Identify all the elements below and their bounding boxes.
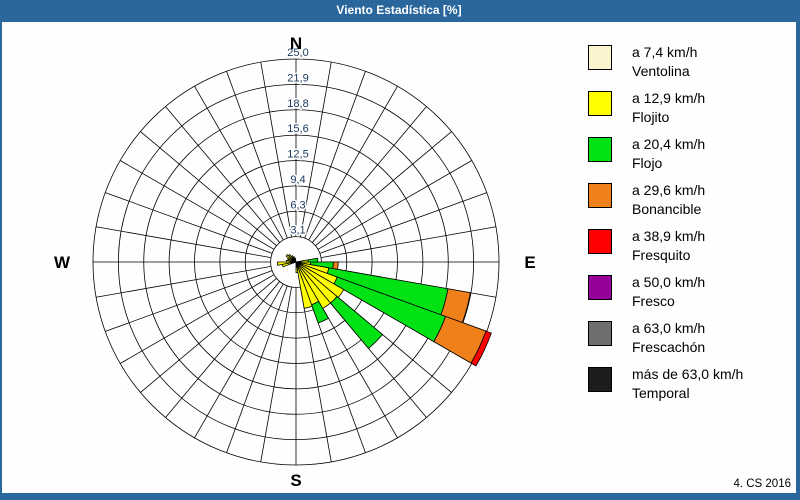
ring-label: 12,5 [287,149,308,161]
windrose-petal [295,261,332,309]
grid-spoke [140,278,277,393]
legend-item-temporal[interactable]: más de 63,0 km/h Temporal [588,365,788,403]
legend-color-swatch [588,137,612,162]
windrose-petal [295,261,313,309]
ring-label: 15,6 [287,123,308,135]
window-titlebar[interactable]: Viento Estadística [%] [2,0,796,22]
legend-item-flojito[interactable]: a 12,9 km/h Flojito [588,89,788,127]
legend-item-fresquito[interactable]: a 38,9 km/h Fresquito [588,227,788,265]
ring-labels: 3,1 6,3 9,4 12,5 15,6 18,8 21,9 25,0 [286,46,310,239]
legend-class-name: Flojo [632,155,663,171]
grid-spoke [308,85,398,241]
legend-speed-label: a 38,9 km/h [632,228,706,244]
legend-class-name: Fresquito [632,247,691,263]
legend-speed-label: más de 63,0 km/h [632,366,744,382]
legend-item-ventolina[interactable]: a 7,4 km/h Ventolina [588,43,788,81]
grid-spoke [226,71,288,239]
windrose-petal [332,261,339,270]
grid-spoke [317,160,473,250]
grid-spoke [165,281,280,418]
ring-label: 21,9 [287,72,308,84]
grid-spoke [300,62,332,238]
windrose-petal [440,288,471,324]
legend-speed-label: a 29,6 km/h [632,182,706,198]
grid-spoke [165,106,280,243]
legend-speed-label: a 7,4 km/h [632,44,698,60]
grid-spoke [226,285,288,453]
grid-spoke [119,274,275,364]
windrose-petal [295,261,345,299]
ring-label: 18,8 [287,98,308,110]
ring-label: 3,1 [290,225,305,237]
legend-color-swatch [588,321,612,346]
windrose-petal [287,258,297,263]
compass-label-south: S [290,471,301,490]
legend-item-frescachón[interactable]: a 63,0 km/h Frescachón [588,319,788,357]
windrose-petal [294,257,297,263]
grid-spoke [304,71,366,239]
legend-class-name: Flojito [632,109,670,125]
legend-class-name: Bonancible [632,201,702,217]
grid-spoke [312,106,427,243]
legend-item-fresco[interactable]: a 50,0 km/h Fresco [588,273,788,311]
grid-spoke [300,286,332,462]
legend-class-name: Fresco [632,293,675,309]
grid-spoke [319,192,487,254]
grid-spoke [194,283,284,439]
legend-color-swatch [588,183,612,208]
compass-label-east: E [524,253,535,272]
credit-text: 4. CS 2016 [733,478,791,490]
legend-speed-label: a 12,9 km/h [632,90,706,106]
windrose-petal [311,300,330,324]
compass-label-north: N [290,34,302,53]
windrose-petal [295,259,309,263]
compass-label-west: W [54,253,71,272]
grid-spoke [260,286,292,462]
grid-spoke [119,160,275,250]
legend-color-swatch [588,91,612,116]
window-title: Viento Estadística [%] [336,3,462,17]
window-content: 3,1 6,3 9,4 12,5 15,6 18,8 21,9 25,0 N E S W a 7,4 … [2,22,796,493]
grid-spoke [320,226,496,258]
legend-color-swatch [588,275,612,300]
windrose-petal [295,261,299,273]
legend-speed-label: a 20,4 km/h [632,136,706,152]
grid-spoke [105,192,273,254]
ring-label: 6,3 [290,199,305,211]
windrose-petal [329,295,384,350]
legend-class-name: Ventolina [632,63,690,79]
ring-label: 25,0 [287,47,308,59]
windrose-petal [281,261,297,268]
grid-spoke [260,62,292,238]
grid-spoke [96,266,272,298]
legend-item-bonancible[interactable]: a 29,6 km/h Bonancible [588,181,788,219]
legend-class-name: Temporal [632,385,690,401]
windrose-petal [470,330,492,367]
grid-spoke [140,131,277,246]
windrose-petals [276,253,492,367]
windrose-petal [307,257,319,263]
grid-spoke [96,226,272,258]
legend-class-name: Frescachón [632,339,706,355]
legend-color-swatch [588,45,612,70]
chart-legend: a 7,4 km/h Ventolina a 12,9 km/h Flojito a 2… [588,43,788,411]
windrose-chart: 3,1 6,3 9,4 12,5 15,6 18,8 21,9 25,0N E S W [54,34,536,490]
grid-spoke [194,85,284,241]
legend-item-flojo[interactable]: a 20,4 km/h Flojo [588,135,788,173]
legend-color-swatch [588,367,612,392]
legend-speed-label: a 50,0 km/h [632,274,706,290]
grid-spoke [105,270,273,332]
legend-speed-label: a 63,0 km/h [632,320,706,336]
grid-spoke [315,131,452,246]
ring-label: 9,4 [290,174,305,186]
legend-color-swatch [588,229,612,254]
